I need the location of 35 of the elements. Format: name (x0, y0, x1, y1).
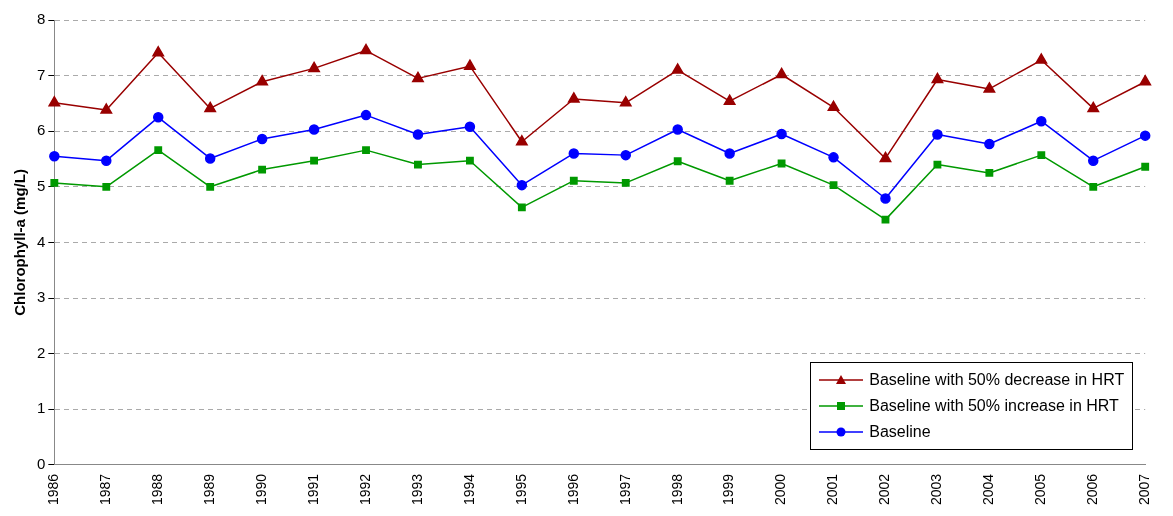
x-tick-label: 2005 (1032, 473, 1049, 506)
x-tick-label: 1998 (668, 473, 685, 506)
legend-label: Baseline (869, 421, 931, 442)
x-tick-label: 1986 (45, 473, 62, 506)
y-tick-label: 1 (37, 399, 46, 417)
x-tick-label: 1988 (149, 473, 166, 506)
x-tick-label: 2000 (772, 473, 789, 506)
y-tick-label: 4 (37, 232, 46, 250)
legend-label: Baseline with 50% increase in HRT (869, 395, 1119, 416)
x-tick-label: 1997 (616, 473, 633, 506)
legend-label: Baseline with 50% decrease in HRT (869, 369, 1125, 390)
x-tick-label: 2001 (824, 473, 841, 506)
x-tick-label: 1987 (97, 473, 114, 506)
y-tick-label: 5 (37, 176, 46, 194)
x-tick-label: 2006 (1084, 473, 1101, 506)
x-tick-label: 2002 (876, 473, 893, 506)
x-tick-label: 1996 (564, 473, 581, 506)
x-tick-label: 1999 (720, 473, 737, 506)
x-tick-label: 1989 (201, 473, 218, 506)
y-tick-label: 2 (37, 343, 46, 361)
y-tick-label: 3 (37, 288, 46, 306)
x-tick-label: 1994 (460, 473, 477, 506)
y-tick-label: 0 (37, 455, 46, 472)
x-tick-label: 2004 (980, 473, 997, 506)
y-axis-title: Chlorophyll-a (mg/L) (11, 169, 29, 316)
x-tick-label: 1990 (252, 473, 269, 506)
x-tick-label: 2003 (928, 473, 945, 506)
y-tick-label: 7 (37, 65, 46, 83)
x-tick-label: 1995 (512, 473, 529, 506)
x-tick-label: 2007 (1136, 473, 1153, 506)
y-tick-label: 8 (37, 10, 46, 28)
y-tick-label: 6 (37, 121, 46, 139)
x-tick-label: 1992 (356, 473, 373, 506)
x-tick-label: 1991 (304, 473, 321, 506)
x-tick-label: 1993 (408, 473, 425, 506)
